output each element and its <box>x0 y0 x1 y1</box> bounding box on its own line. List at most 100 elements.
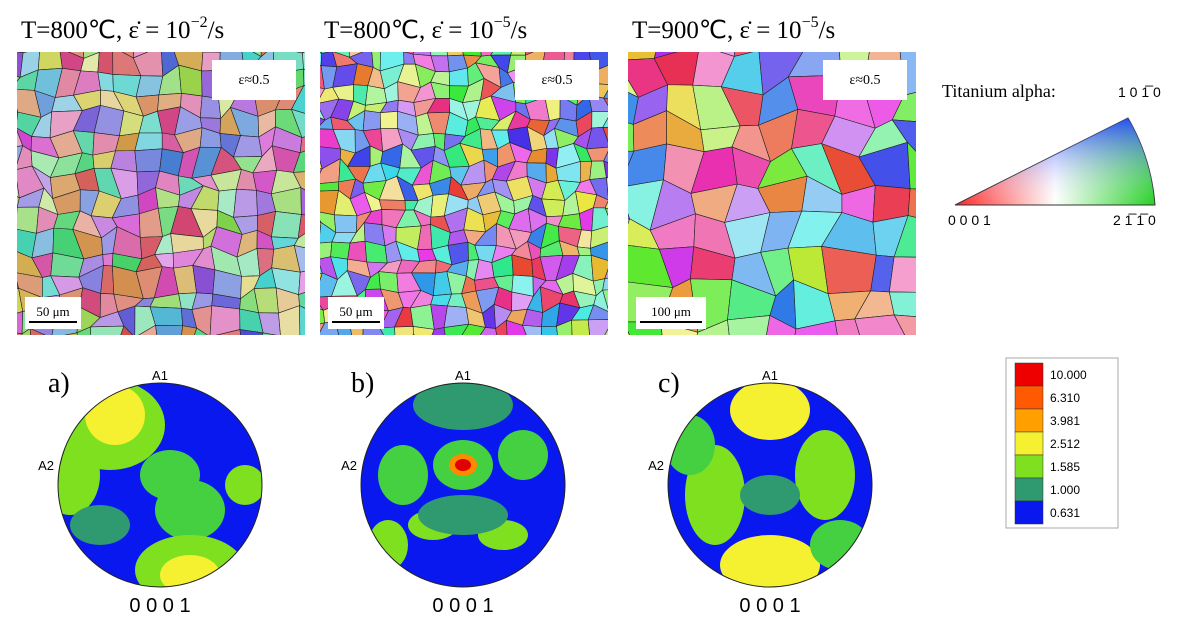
grain <box>320 181 340 192</box>
title-temperature: T=800℃, <box>21 17 122 44</box>
pole-name: 0 0 0 1 <box>129 595 190 617</box>
grain <box>431 339 447 360</box>
grain <box>292 150 305 173</box>
grain <box>277 336 302 357</box>
scale-label: 50 μm <box>339 304 372 319</box>
grain <box>242 347 258 374</box>
grain <box>506 319 527 335</box>
grain <box>587 304 608 321</box>
pole-figure <box>668 383 872 587</box>
grain <box>91 347 116 366</box>
grain <box>628 218 631 225</box>
contour <box>740 475 800 515</box>
strain-box <box>212 60 296 100</box>
panel-label: a) <box>48 368 70 399</box>
pole-outline <box>667 382 873 588</box>
ipf-corner: 0 0 0 1 <box>948 212 991 228</box>
legend: 10.000 6.310 3.981 2.512 1.585 1.000 0.631 <box>1005 357 1119 529</box>
grain <box>17 196 20 208</box>
grain <box>365 85 388 106</box>
legend-swatch <box>1014 431 1044 456</box>
grain <box>859 27 899 50</box>
title-unit: /s <box>819 17 836 44</box>
grain <box>939 258 973 293</box>
grain <box>443 305 470 328</box>
grain <box>589 334 590 335</box>
grain <box>37 52 63 71</box>
grain <box>302 338 316 360</box>
grain <box>120 325 133 335</box>
pole-name: 0 0 0 1 <box>432 595 493 617</box>
grain <box>590 241 608 261</box>
pole-name: 0 0 0 1 <box>739 595 800 617</box>
grain <box>388 341 398 358</box>
contour <box>155 480 225 540</box>
title-rate: ε̇ = 10 <box>733 17 801 44</box>
legend-label: 0.631 <box>1050 506 1080 520</box>
pole-top: A1 <box>455 368 471 383</box>
grain <box>102 253 114 267</box>
pole-left: A2 <box>341 458 357 473</box>
strain-label: ε≈0.5 <box>541 73 572 88</box>
strain-box <box>515 60 599 100</box>
title-temperature: T=800℃, <box>324 17 425 44</box>
grain <box>297 214 305 239</box>
grain <box>379 110 398 129</box>
grain <box>604 207 608 216</box>
grain <box>76 326 92 335</box>
grain <box>869 347 911 393</box>
panel-title: T=800℃, ε̇ = 10−5/s <box>324 14 527 44</box>
grain <box>306 239 319 259</box>
grain <box>907 188 916 218</box>
grain <box>479 327 497 335</box>
pole-left: A2 <box>38 458 54 473</box>
grain <box>298 292 305 309</box>
grain <box>181 325 198 335</box>
contour <box>810 520 870 570</box>
grain <box>215 329 241 335</box>
grain <box>540 339 561 359</box>
grain <box>602 289 608 310</box>
grain <box>320 219 322 224</box>
grain <box>155 324 184 335</box>
grain <box>529 342 542 360</box>
grain <box>412 334 414 335</box>
grain <box>604 268 608 280</box>
grain <box>603 89 608 100</box>
grain <box>893 215 916 258</box>
grain <box>590 354 638 395</box>
grain <box>320 52 323 54</box>
contour <box>225 465 262 505</box>
grain <box>603 97 608 107</box>
title-unit: /s <box>208 17 225 44</box>
legend-label: 1.585 <box>1050 460 1080 474</box>
grain <box>696 319 730 335</box>
grain <box>192 265 216 295</box>
grain <box>134 132 163 152</box>
panel: T=800℃, ε̇ = 10−5/s ε≈0.5 50 μm b) A1 A2 0 0 0… <box>302 14 621 617</box>
grain <box>29 328 46 335</box>
grain <box>571 319 590 335</box>
grain <box>64 332 78 335</box>
grain <box>907 141 916 190</box>
ipf-title: Titanium alpha: <box>942 81 1056 101</box>
grain <box>271 211 302 239</box>
contour <box>455 459 471 471</box>
grain <box>17 310 24 335</box>
grain <box>563 31 574 51</box>
grain <box>603 339 621 359</box>
grain <box>254 353 279 373</box>
legend-swatch <box>1014 408 1044 433</box>
grain <box>495 319 508 335</box>
grain <box>295 52 303 54</box>
grain <box>924 317 968 362</box>
grain <box>298 354 323 379</box>
grain <box>149 306 184 327</box>
grain <box>31 345 62 368</box>
grain <box>21 327 31 335</box>
grain <box>17 52 24 54</box>
grain <box>278 305 301 335</box>
grain <box>727 315 771 335</box>
grain <box>0 229 16 252</box>
legend-swatch <box>1014 477 1044 502</box>
